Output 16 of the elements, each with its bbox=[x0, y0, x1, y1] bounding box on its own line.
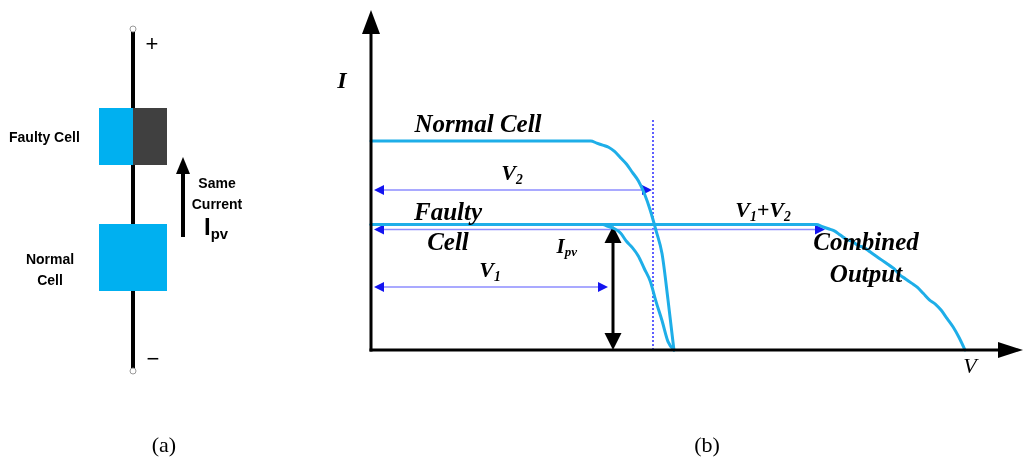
text: (b) bbox=[694, 432, 720, 457]
text: Normal Cell bbox=[25, 251, 75, 288]
series-label: Faulty Cell bbox=[412, 198, 483, 255]
text: I$_{pv}$ bbox=[204, 213, 229, 242]
annotation: V$_{2}$ bbox=[501, 160, 523, 187]
annotation: I$_{pv}$ bbox=[555, 234, 578, 260]
annotation: V$_{1}$+V$_{2}$ bbox=[735, 197, 791, 224]
text: + bbox=[145, 31, 159, 56]
y-axis-title: I bbox=[336, 67, 349, 93]
text: Same Current bbox=[191, 175, 243, 212]
series-label: Normal Cell bbox=[413, 110, 542, 137]
text: Faulty Cell bbox=[9, 129, 80, 145]
text: − bbox=[146, 346, 160, 371]
text: (a) bbox=[151, 432, 177, 457]
annotation: V$_{1}$ bbox=[479, 257, 501, 284]
x-axis-title: V bbox=[963, 353, 980, 378]
